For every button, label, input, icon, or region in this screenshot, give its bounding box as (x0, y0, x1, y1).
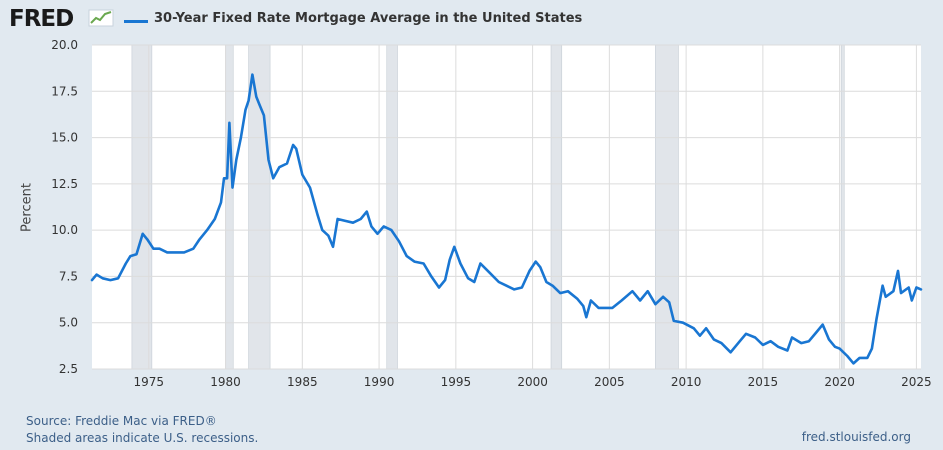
recession-band (550, 44, 563, 370)
x-tick-label: 1990 (364, 375, 395, 389)
x-tick-label: 1975 (134, 375, 165, 389)
x-tick-label: 2010 (671, 375, 702, 389)
x-tick-label: 2020 (824, 375, 855, 389)
series-line[interactable] (90, 73, 923, 365)
site-link[interactable]: fred.stlouisfed.org (801, 430, 911, 444)
chart-header: FRED 30-Year Fixed Rate Mortgage Average… (0, 0, 943, 40)
x-tick-label: 1985 (287, 375, 318, 389)
recession-band (225, 44, 234, 370)
x-tick-label: 2000 (517, 375, 548, 389)
trend-graph-icon (88, 9, 114, 27)
recession-band (386, 44, 398, 370)
x-tick-label: 2025 (901, 375, 932, 389)
chart-footer: Source: Freddie Mac via FRED® Shaded are… (26, 413, 258, 447)
x-tick-label: 1995 (441, 375, 472, 389)
y-tick-label: 5.0 (59, 316, 78, 330)
y-tick-label: 7.5 (59, 269, 78, 283)
plot-area (92, 45, 921, 369)
y-tick-label: 15.0 (51, 131, 78, 145)
recession-note: Shaded areas indicate U.S. recessions. (26, 431, 259, 445)
legend-swatch (124, 20, 148, 23)
recession-band (840, 44, 845, 370)
y-tick-label: 10.0 (51, 223, 78, 237)
x-tick-label: 1980 (210, 375, 241, 389)
y-tick-label: 2.5 (59, 362, 78, 376)
line-chart: 2.5 5.0 7.5 10.0 12.5 15.0 17.5 20.0 1975 1980 19… (51, 38, 932, 389)
recession-band (248, 44, 271, 370)
source-note: Source: Freddie Mac via FRED® (26, 414, 217, 428)
y-tick-label: 17.5 (51, 84, 78, 98)
x-tick-label: 2015 (748, 375, 779, 389)
x-tick-label: 2005 (594, 375, 625, 389)
legend-label[interactable]: 30-Year Fixed Rate Mortgage Average in t… (154, 11, 583, 26)
y-tick-label: 12.5 (51, 177, 78, 191)
y-tick-label: 20.0 (51, 38, 78, 52)
fred-logo[interactable]: FRED (9, 6, 74, 32)
